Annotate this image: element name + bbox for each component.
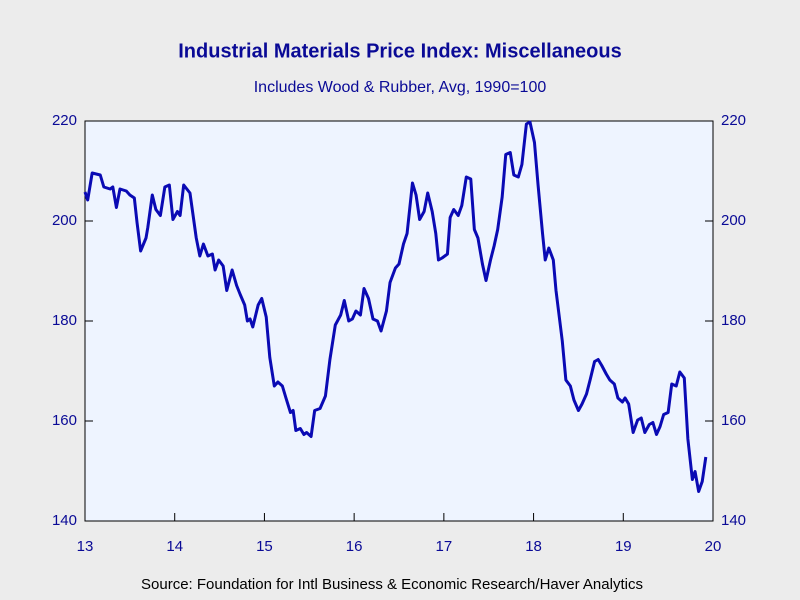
y2-tick-label: 140 xyxy=(721,512,746,529)
plot-area xyxy=(84,120,714,522)
x-tick-label: 13 xyxy=(77,538,94,555)
x-tick-label: 16 xyxy=(346,538,363,555)
x-tick-label: 14 xyxy=(166,538,183,555)
x-tick-label: 17 xyxy=(436,538,453,555)
y2-tick-label: 160 xyxy=(721,412,746,429)
x-tick-label: 15 xyxy=(256,538,273,555)
y2-tick-label: 180 xyxy=(721,312,746,329)
x-tick-label: 18 xyxy=(525,538,542,555)
y-tick-label: 180 xyxy=(52,312,77,329)
price-line xyxy=(83,120,708,493)
y-tick-label: 220 xyxy=(52,112,77,129)
x-tick-label: 20 xyxy=(705,538,722,555)
chart-title: Industrial Materials Price Index: Miscel… xyxy=(178,40,622,62)
chart-subtitle: Includes Wood & Rubber, Avg, 1990=100 xyxy=(254,79,547,96)
source-note: Source: Foundation for Intl Business & E… xyxy=(141,576,643,593)
y2-tick-label: 220 xyxy=(721,112,746,129)
y-tick-label: 160 xyxy=(52,412,77,429)
y-tick-label: 140 xyxy=(52,512,77,529)
y2-tick-label: 200 xyxy=(721,212,746,229)
x-tick-label: 19 xyxy=(615,538,632,555)
y-tick-label: 200 xyxy=(52,212,77,229)
